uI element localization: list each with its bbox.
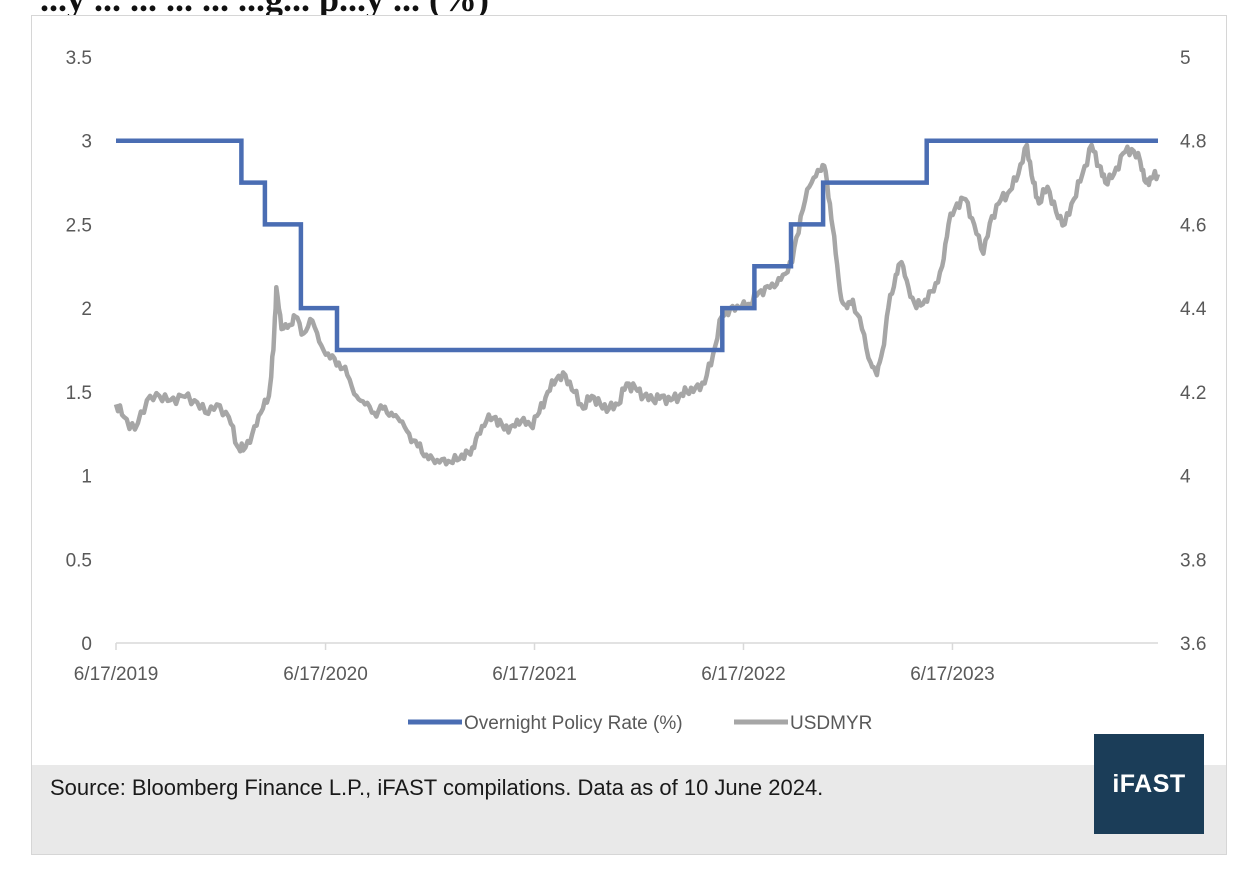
right-y-axis: 3.6 3.8 4 4.2 4.4 4.6 4.8 5	[1180, 48, 1207, 655]
left-y-tick-label: 1.5	[66, 383, 92, 404]
right-y-tick-label: 3.8	[1180, 550, 1206, 571]
right-y-tick-label: 3.6	[1180, 634, 1206, 655]
x-axis: 6/17/2019 6/17/2020 6/17/2021 6/17/2022 6/17…	[74, 642, 1158, 685]
source-note: Source: Bloomberg Finance L.P., iFAST co…	[50, 775, 824, 800]
right-y-tick-label: 4.8	[1180, 132, 1206, 153]
legend-label-usdmyr: USDMYR	[790, 713, 872, 734]
left-y-tick-label: 3	[81, 132, 92, 153]
left-y-axis: 0 0.5 1 1.5 2 2.5 3 3.5	[66, 48, 92, 655]
logo-text: iFAST	[1112, 769, 1186, 798]
legend-label-policy-rate: Overnight Policy Rate (%)	[464, 713, 683, 734]
x-tick-label: 6/17/2020	[283, 664, 368, 685]
x-tick-label: 6/17/2021	[492, 664, 577, 685]
right-y-tick-label: 4.2	[1180, 383, 1206, 404]
source-bar: Source: Bloomberg Finance L.P., iFAST co…	[32, 765, 1226, 854]
left-y-tick-label: 3.5	[66, 48, 92, 69]
right-y-tick-label: 4	[1180, 467, 1191, 488]
ifast-logo: iFAST	[1094, 734, 1204, 834]
series-layer	[113, 138, 1161, 467]
legend: Overnight Policy Rate (%) USDMYR	[408, 713, 872, 734]
x-tick-label: 6/17/2022	[701, 664, 786, 685]
left-y-tick-label: 0.5	[66, 550, 92, 571]
left-y-tick-label: 1	[81, 467, 92, 488]
left-y-tick-label: 2	[81, 299, 92, 320]
right-y-tick-label: 4.6	[1180, 215, 1206, 236]
right-y-tick-label: 5	[1180, 48, 1191, 69]
x-tick-label: 6/17/2023	[910, 664, 995, 685]
left-y-tick-label: 2.5	[66, 215, 92, 236]
partial-title: ...y ... ... ... ... ...g... p...y ... (…	[40, 0, 1040, 18]
series-line-policy-rate	[116, 138, 1158, 353]
left-y-tick-label: 0	[81, 634, 92, 655]
series-line-usdmyr	[113, 142, 1161, 467]
right-y-tick-label: 4.4	[1180, 299, 1207, 320]
x-tick-label: 6/17/2019	[74, 664, 159, 685]
